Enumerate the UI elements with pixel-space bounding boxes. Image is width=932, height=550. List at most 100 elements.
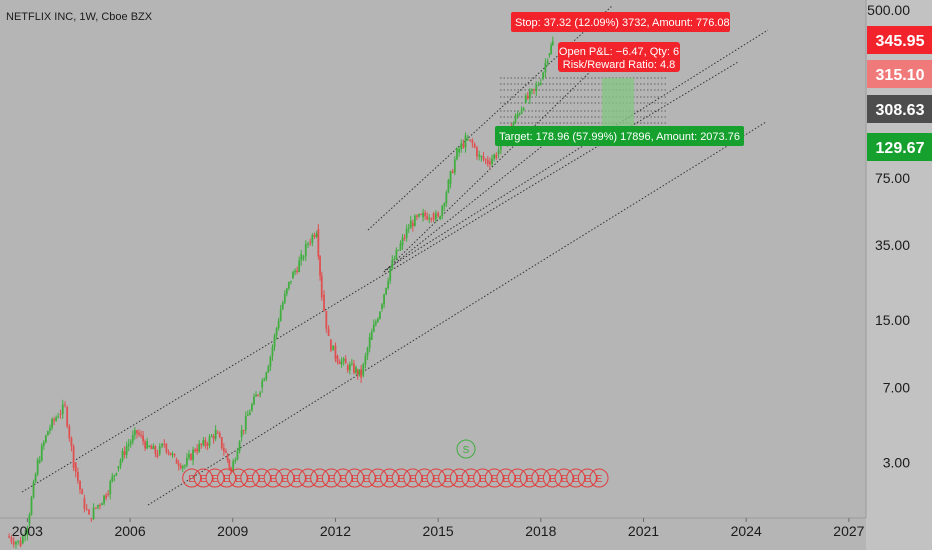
- candle-body: [277, 321, 280, 329]
- candle-body: [15, 542, 17, 545]
- candle-body: [76, 472, 79, 481]
- candle-body: [83, 498, 86, 509]
- stop-label-box[interactable]: Stop: 37.32 (12.09%) 3732, Amount: 776.0…: [511, 12, 730, 32]
- earnings-marker[interactable]: [345, 468, 365, 488]
- earnings-marker[interactable]: [240, 468, 260, 488]
- earnings-marker[interactable]: [263, 468, 283, 488]
- earnings-marker[interactable]: [356, 468, 376, 488]
- x-tick-label: 2009: [217, 523, 248, 539]
- earnings-marker[interactable]: [333, 468, 353, 488]
- earnings-marker[interactable]: [438, 468, 458, 488]
- earnings-marker-label: E: [258, 474, 265, 485]
- earnings-marker[interactable]: [182, 468, 202, 488]
- earnings-marker[interactable]: [508, 468, 528, 488]
- candle-body: [430, 218, 433, 220]
- channel-upper-line[interactable]: [367, 5, 613, 231]
- earnings-marker[interactable]: [473, 468, 493, 488]
- fan-line-2[interactable]: [383, 139, 551, 273]
- earnings-marker-label: E: [386, 474, 393, 485]
- earnings-marker[interactable]: [310, 468, 330, 488]
- candle-body: [379, 311, 381, 319]
- earnings-marker[interactable]: [205, 468, 225, 488]
- earnings-marker[interactable]: [193, 468, 213, 488]
- candle-body: [473, 143, 476, 148]
- candle-body: [273, 335, 276, 347]
- earnings-marker[interactable]: [496, 468, 516, 488]
- earnings-marker[interactable]: [217, 468, 237, 488]
- split-marker[interactable]: S: [456, 439, 476, 459]
- candle-body: [105, 495, 108, 499]
- earnings-marker[interactable]: [286, 468, 306, 488]
- earnings-marker[interactable]: [414, 468, 434, 488]
- candle-body: [158, 446, 161, 454]
- candle-body: [471, 139, 474, 144]
- earnings-marker[interactable]: [368, 468, 388, 488]
- candle-body: [320, 275, 323, 298]
- candle-body: [79, 480, 81, 490]
- earnings-marker[interactable]: [391, 468, 411, 488]
- candle-body: [453, 159, 456, 173]
- candle-body: [21, 536, 24, 544]
- earnings-marker[interactable]: [566, 468, 586, 488]
- earnings-marker[interactable]: [228, 468, 248, 488]
- candle-body: [64, 404, 66, 406]
- candle-body: [8, 536, 11, 538]
- earnings-marker[interactable]: [461, 468, 481, 488]
- open-pl-box[interactable]: Open P&L: −6.47, Qty: 6 Risk/Reward Rati…: [558, 42, 680, 72]
- candle-body: [173, 453, 176, 456]
- candle-body: [313, 234, 316, 237]
- candle-body: [304, 243, 307, 257]
- earnings-marker[interactable]: [298, 468, 318, 488]
- earnings-marker[interactable]: [380, 468, 400, 488]
- candle-body: [290, 280, 292, 282]
- candle-body: [152, 446, 155, 450]
- fan-line-1[interactable]: [383, 71, 591, 273]
- candle-body: [432, 213, 435, 220]
- candle-body: [161, 443, 163, 447]
- earnings-marker[interactable]: [589, 468, 609, 488]
- support-line-upper[interactable]: [21, 61, 739, 493]
- earnings-marker[interactable]: [426, 468, 446, 488]
- candle-body: [30, 497, 33, 515]
- earnings-marker[interactable]: [577, 468, 597, 488]
- candle-body: [133, 430, 136, 436]
- candle-body: [360, 369, 363, 378]
- price-candles[interactable]: [8, 36, 554, 549]
- earnings-marker[interactable]: [321, 468, 341, 488]
- earnings-marker-label: E: [584, 474, 591, 485]
- y-tick-label: 15.00: [875, 312, 910, 328]
- risk-reward-label: Risk/Reward Ratio: 4.8: [563, 59, 676, 71]
- earnings-marker[interactable]: [275, 468, 295, 488]
- earnings-marker[interactable]: [484, 468, 504, 488]
- candle-body: [526, 95, 529, 99]
- candle-body: [456, 147, 458, 160]
- support-line-lower[interactable]: [147, 121, 767, 506]
- earnings-marker[interactable]: [519, 468, 539, 488]
- candle-body: [226, 453, 229, 461]
- trend-channel-lines[interactable]: [21, 5, 769, 506]
- candle-body: [81, 489, 84, 495]
- candle-body: [117, 466, 120, 469]
- candle-body: [389, 268, 392, 281]
- candle-body: [531, 89, 533, 91]
- earnings-marker[interactable]: [554, 468, 574, 488]
- candle-body: [418, 214, 420, 217]
- candle-body: [332, 345, 335, 351]
- target-label-box[interactable]: Target: 178.96 (57.99%) 17896, Amount: 2…: [495, 126, 744, 146]
- candle-body: [72, 446, 75, 468]
- candle-body: [265, 372, 268, 380]
- earnings-marker-label: E: [375, 474, 382, 485]
- candle-body: [443, 203, 446, 207]
- earnings-marker[interactable]: [403, 468, 423, 488]
- earnings-marker[interactable]: [531, 468, 551, 488]
- candle-body: [535, 85, 538, 92]
- price-label-bg: [867, 60, 932, 88]
- earnings-marker[interactable]: [542, 468, 562, 488]
- candle-body: [238, 441, 241, 452]
- earnings-marker[interactable]: [449, 468, 469, 488]
- earnings-marker-label: E: [328, 474, 335, 485]
- earnings-marker[interactable]: [252, 468, 272, 488]
